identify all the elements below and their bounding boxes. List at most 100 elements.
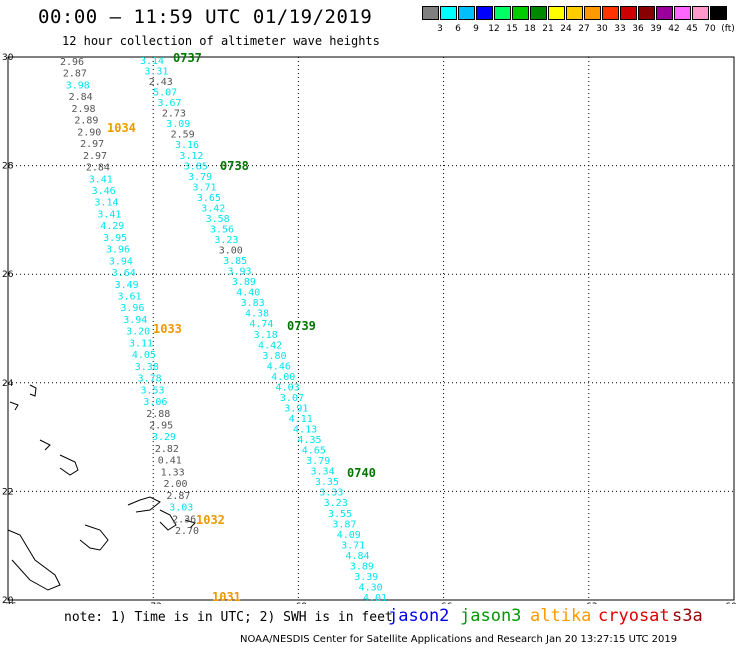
swh-value: 3.33 <box>319 488 343 499</box>
lon-tick-label: -63 <box>583 602 598 604</box>
swh-value: 4.42 <box>258 340 282 351</box>
island-coast-5 <box>9 401 19 411</box>
lon-tick-label: -72 <box>147 602 162 604</box>
map-subtitle: 12 hour collection of altimeter wave hei… <box>62 34 380 48</box>
swh-value: 3.58 <box>206 214 230 225</box>
color-scale-swatch <box>440 6 457 20</box>
swh-value: 2.84 <box>69 92 93 103</box>
lat-tick-label: 30 <box>2 53 14 63</box>
color-scale-label: 12 <box>488 24 500 34</box>
lon-tick-label: -66 <box>438 602 453 604</box>
swh-value: 2.97 <box>80 139 104 150</box>
pass-time-label: 0740 <box>347 466 376 480</box>
lon-tick-label: -60 <box>722 602 737 604</box>
swh-value: 2.43 <box>149 77 173 88</box>
swh-value: 3.42 <box>201 203 225 214</box>
swh-value: 3.23 <box>214 235 238 246</box>
color-scale-label: 39 <box>650 24 662 34</box>
swh-value: 2.87 <box>166 491 190 502</box>
swh-value: 3.39 <box>354 572 378 583</box>
swh-value: 3.49 <box>115 280 139 291</box>
swh-value: 3.85 <box>184 161 208 172</box>
map-frame <box>7 56 735 601</box>
swh-value: 1.33 <box>161 467 185 478</box>
legend-entry-s3a: s3a <box>672 606 703 626</box>
swh-value: 3.16 <box>175 140 199 151</box>
color-scale-label: (ft) <box>721 24 735 34</box>
lon-tick-label: -75 <box>2 602 17 604</box>
lat-tick-label: 26 <box>2 270 14 280</box>
swh-value: 4.35 <box>297 435 321 446</box>
swh-value: 3.41 <box>97 209 121 220</box>
swh-value: 3.03 <box>169 503 193 514</box>
color-scale-label: 3 <box>437 24 443 34</box>
coastline <box>7 384 196 591</box>
swh-value: 2.59 <box>171 130 195 141</box>
swh-value: 3.79 <box>188 172 212 183</box>
swh-value: 3.31 <box>144 67 168 78</box>
swh-value: 3.96 <box>120 303 144 314</box>
swh-value: 3.78 <box>138 374 162 385</box>
swh-value: 3.94 <box>109 256 133 267</box>
swh-value: 4.46 <box>267 361 291 372</box>
track-east: 3.143.312.435.073.672.733.092.593.163.12… <box>140 51 387 604</box>
swh-value: 3.53 <box>141 385 165 396</box>
swh-value: 4.13 <box>293 425 317 436</box>
pass-time-label: 0738 <box>220 159 249 173</box>
color-scale-swatch <box>476 6 493 20</box>
color-scale-swatch <box>530 6 547 20</box>
swh-value: 3.09 <box>166 119 190 130</box>
swh-value: 3.35 <box>315 477 339 488</box>
swh-value: 2.96 <box>60 57 84 68</box>
pass-time-label: 1034 <box>107 121 136 135</box>
swh-value: 2.87 <box>63 69 87 80</box>
color-scale-swatch <box>512 6 529 20</box>
swh-value: 3.67 <box>157 98 181 109</box>
swh-value: 3.61 <box>118 292 142 303</box>
color-scale-label: 42 <box>668 24 680 34</box>
lat-tick-label: 22 <box>2 487 13 497</box>
pass-time-label: 0739 <box>287 319 316 333</box>
swh-value: 2.97 <box>83 151 107 162</box>
island-coast <box>127 496 161 513</box>
axis-ticks: 30 28 26 24 22 20-75 -72 -69 -66 -63 -60 <box>2 53 737 604</box>
swh-value: 3.87 <box>332 519 356 530</box>
swh-value: 2.00 <box>164 479 188 490</box>
swh-value: 0.41 <box>158 456 182 467</box>
swh-value: 4.09 <box>337 530 361 541</box>
color-scale-swatch <box>458 6 475 20</box>
swh-value: 2.98 <box>72 104 96 115</box>
swh-value: 3.23 <box>324 498 348 509</box>
swh-value: 3.98 <box>66 80 90 91</box>
color-scale-label: 18 <box>524 24 536 34</box>
swh-value: 3.12 <box>179 151 203 162</box>
island-coast-3 <box>59 454 79 476</box>
swh-value: 3.83 <box>241 298 265 309</box>
swh-value: 2.70 <box>175 526 199 537</box>
swh-value: 2.36 <box>172 514 196 525</box>
island-coast-6 <box>39 439 51 451</box>
color-scale-label: 70 <box>704 24 716 34</box>
swh-value: 3.79 <box>306 456 330 467</box>
swh-value: 3.71 <box>192 182 216 193</box>
swh-value: 3.95 <box>103 233 127 244</box>
color-scale-swatch <box>494 6 511 20</box>
color-scale-swatch <box>566 6 583 20</box>
color-scale-label: 36 <box>632 24 644 34</box>
color-scale-swatch <box>422 6 439 20</box>
swh-value: 4.74 <box>249 319 273 330</box>
color-scale-swatch <box>638 6 655 20</box>
color-scale-label: 30 <box>596 24 608 34</box>
swh-value: 3.80 <box>262 351 286 362</box>
swh-value: 4.40 <box>236 288 260 299</box>
color-scale-label: 6 <box>455 24 461 34</box>
color-scale-swatch <box>674 6 691 20</box>
legend-entry-jason3: jason3 <box>460 606 522 626</box>
swh-value: 3.91 <box>284 403 308 414</box>
color-scale-swatch <box>602 6 619 20</box>
map-title: 00:00 – 11:59 UTC 01/19/2019 <box>38 6 373 28</box>
swh-value: 3.85 <box>223 256 247 267</box>
swh-value: 2.88 <box>146 409 170 420</box>
island-coast-7 <box>184 519 196 529</box>
